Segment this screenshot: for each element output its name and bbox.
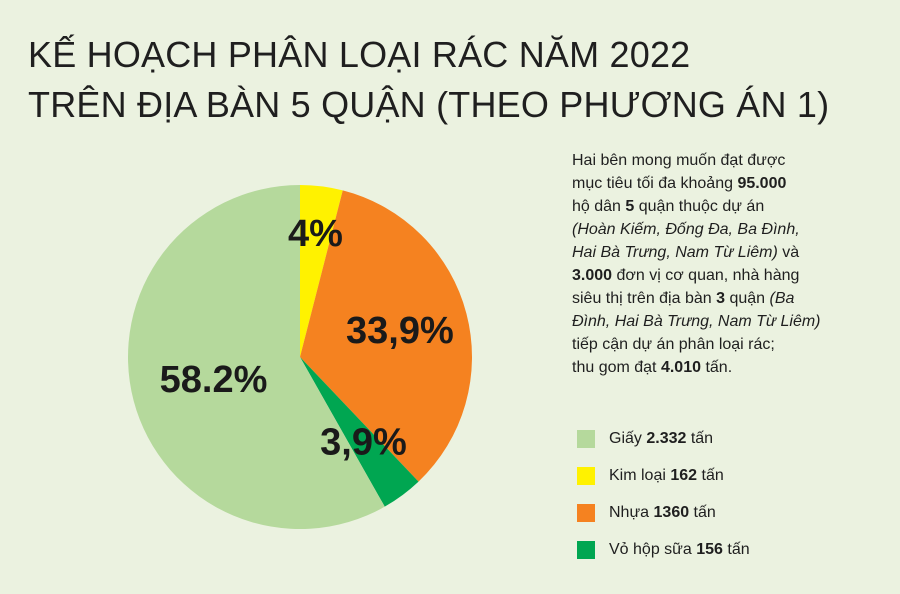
- pie-label-giay: 58.2%: [160, 359, 268, 401]
- legend-swatch-giay: [577, 429, 595, 448]
- pie-slice-giay: [127, 185, 385, 529]
- legend-item-giay: Giấy 2.332 tấn: [577, 420, 750, 457]
- title-line-1: KẾ HOẠCH PHÂN LOẠI RÁC NĂM 2022: [28, 34, 691, 75]
- legend-swatch-vo-hop-sua: [577, 540, 595, 559]
- title-line-2: TRÊN ĐỊA BÀN 5 QUẬN (THEO PHƯƠNG ÁN 1): [28, 84, 830, 125]
- pie-slice-kim-loai: [300, 185, 343, 357]
- description-text: Hai bên mong muốn đạt được mục tiêu tối …: [572, 152, 821, 376]
- pie-slice-nhua: [300, 190, 473, 482]
- pie-label-kim-loai: 4%: [288, 213, 343, 255]
- legend-item-vo-hop-sua: Vỏ hộp sữa 156 tấn: [577, 531, 750, 568]
- pie-label-vo-hop-sua: 3,9%: [320, 422, 407, 464]
- chart-title: KẾ HOẠCH PHÂN LOẠI RÁC NĂM 2022 TRÊN ĐỊA…: [28, 30, 829, 130]
- legend-item-nhua: Nhựa 1360 tấn: [577, 494, 750, 531]
- legend-swatch-kim-loai: [577, 466, 595, 485]
- pie-slice-vo-hop-sua: [300, 357, 419, 507]
- legend-swatch-nhua: [577, 503, 595, 522]
- pie-label-nhua: 33,9%: [346, 310, 454, 352]
- legend: Giấy 2.332 tấn Kim loại 162 tấn Nhựa 136…: [577, 420, 750, 568]
- legend-item-kim-loai: Kim loại 162 tấn: [577, 457, 750, 494]
